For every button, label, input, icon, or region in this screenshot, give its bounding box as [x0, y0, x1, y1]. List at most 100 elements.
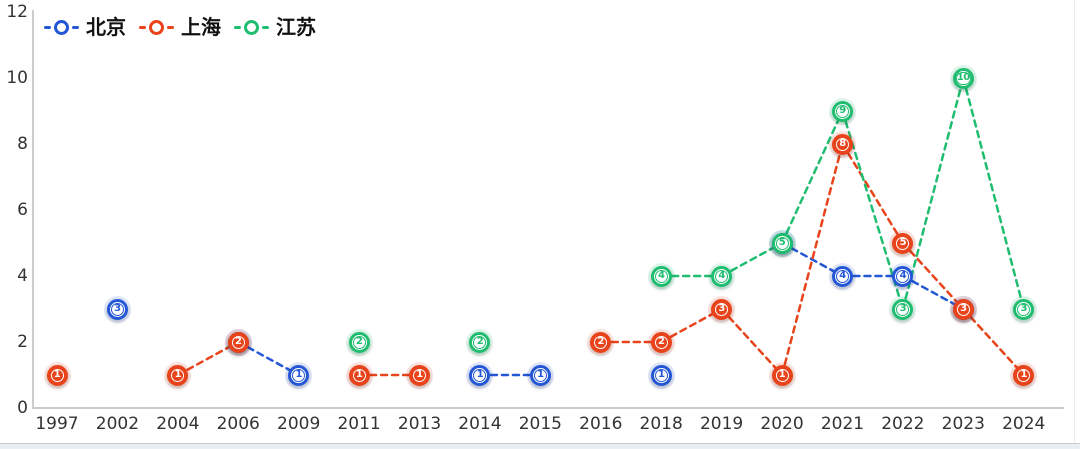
series-line-segment — [720, 307, 784, 377]
legend-label: 江苏 — [276, 15, 316, 39]
data-point-marker[interactable]: 5 — [771, 232, 793, 254]
data-point-marker[interactable]: 2 — [590, 331, 612, 353]
data-point-value: 4 — [715, 269, 729, 283]
x-axis-tick-label: 2002 — [95, 414, 140, 434]
data-point-marker[interactable]: 4 — [711, 265, 733, 287]
data-point-marker[interactable]: 4 — [831, 265, 853, 287]
legend-label: 北京 — [86, 15, 126, 39]
data-point-marker[interactable]: 9 — [831, 100, 853, 122]
series-line-segment — [901, 76, 965, 311]
series-line-segment — [176, 340, 240, 377]
x-axis-tick-label: 2018 — [639, 414, 683, 434]
x-axis-tick-label: 2020 — [760, 414, 804, 434]
data-point-value: 3 — [715, 302, 729, 316]
data-point-marker[interactable]: 3 — [952, 298, 974, 320]
y-axis-tick-label: 8 — [17, 134, 28, 154]
data-point-value: 2 — [473, 335, 487, 349]
data-point-marker[interactable]: 1 — [46, 364, 68, 386]
x-axis-tick-label: 2004 — [156, 414, 200, 434]
x-axis-tick-label: 2024 — [1002, 414, 1046, 434]
data-point-value: 2 — [594, 335, 608, 349]
data-point-value: 1 — [775, 368, 789, 382]
data-point-value: 4 — [896, 269, 910, 283]
data-point-value: 5 — [896, 236, 910, 250]
x-axis-tick-label: 2021 — [820, 414, 865, 434]
data-point-value: 9 — [835, 104, 849, 118]
x-axis-tick-label: 2016 — [579, 414, 623, 434]
data-point-marker[interactable]: 2 — [348, 331, 370, 353]
data-point-marker[interactable]: 2 — [650, 331, 672, 353]
y-axis-tick-label: 2 — [17, 332, 28, 352]
data-point-marker[interactable]: 5 — [892, 232, 914, 254]
data-point-marker[interactable]: 1 — [650, 364, 672, 386]
data-point-value: 8 — [835, 137, 849, 151]
data-point-marker[interactable]: 3 — [106, 298, 128, 320]
data-point-value: 1 — [1017, 368, 1031, 382]
legend-item-series-2[interactable]: 江苏 — [234, 15, 316, 39]
data-point-marker[interactable]: 3 — [1013, 298, 1035, 320]
x-axis-tick-label: 1997 — [35, 414, 79, 434]
legend-dash-icon — [44, 25, 51, 29]
series-line-segment — [962, 76, 1025, 311]
data-point-marker[interactable]: 1 — [167, 364, 189, 386]
data-point-marker[interactable]: 1 — [469, 364, 491, 386]
window-bottom-border — [0, 443, 1080, 449]
data-point-marker[interactable]: 1 — [409, 364, 431, 386]
legend-circle-icon — [244, 19, 259, 35]
data-point-marker[interactable]: 1 — [348, 364, 370, 386]
data-point-marker[interactable]: 1 — [288, 364, 310, 386]
data-point-marker[interactable]: 3 — [892, 298, 914, 320]
legend-dash-icon — [72, 25, 79, 29]
data-point-value: 1 — [654, 368, 668, 382]
data-point-value: 4 — [835, 269, 849, 283]
data-point-value: 1 — [473, 368, 487, 382]
data-point-marker[interactable]: 1 — [771, 364, 793, 386]
x-axis-tick-label: 2019 — [699, 414, 744, 434]
legend-item-series-0[interactable]: 北京 — [44, 15, 126, 39]
data-point-marker[interactable]: 8 — [831, 133, 853, 155]
data-point-marker[interactable]: 3 — [711, 298, 733, 320]
data-point-value: 2 — [654, 335, 668, 349]
data-point-marker[interactable]: 1 — [529, 364, 551, 386]
data-point-value: 1 — [533, 368, 547, 382]
data-point-value: 2 — [352, 335, 366, 349]
data-point-marker[interactable]: 4 — [892, 265, 914, 287]
series-line-segment — [780, 109, 844, 245]
window-right-border — [1074, 0, 1075, 449]
data-point-value: 10 — [955, 71, 971, 85]
legend-dash-icon — [167, 25, 174, 29]
data-point-value: 2 — [231, 335, 245, 349]
data-point-value: 4 — [654, 269, 668, 283]
y-axis-tick-label: 0 — [17, 398, 28, 418]
data-point-marker[interactable]: 1 — [1013, 364, 1035, 386]
data-point-marker[interactable]: 2 — [227, 331, 249, 353]
y-axis-line — [32, 10, 34, 408]
data-point-marker[interactable]: 4 — [650, 265, 672, 287]
data-point-value: 1 — [50, 368, 64, 382]
legend-label: 上海 — [181, 15, 221, 39]
data-point-marker[interactable]: 10 — [952, 67, 974, 89]
data-point-value: 3 — [110, 302, 124, 316]
data-point-value: 3 — [1017, 302, 1031, 316]
data-point-value: 1 — [352, 368, 366, 382]
y-axis-tick-label: 12 — [6, 2, 28, 22]
series-line-segment — [720, 241, 784, 278]
data-point-value: 5 — [775, 236, 789, 250]
legend-dash-icon — [262, 25, 269, 29]
legend-item-series-1[interactable]: 上海 — [139, 15, 221, 39]
chart-legend: 北京 上海 江苏 — [44, 15, 316, 39]
data-point-value: 1 — [171, 368, 185, 382]
x-axis-tick-label: 2023 — [941, 414, 985, 434]
legend-circle-icon — [149, 19, 164, 35]
data-point-value: 3 — [956, 302, 970, 316]
x-axis-tick-label: 2011 — [337, 414, 381, 434]
y-axis-tick-label: 10 — [6, 68, 28, 88]
data-point-marker[interactable]: 2 — [469, 331, 491, 353]
series-line-segment — [962, 307, 1025, 377]
y-axis-tick-label: 4 — [17, 266, 28, 286]
x-axis-tick-label: 2015 — [518, 414, 562, 434]
series-line-segment — [901, 274, 965, 311]
y-axis-tick-label: 6 — [17, 200, 28, 220]
